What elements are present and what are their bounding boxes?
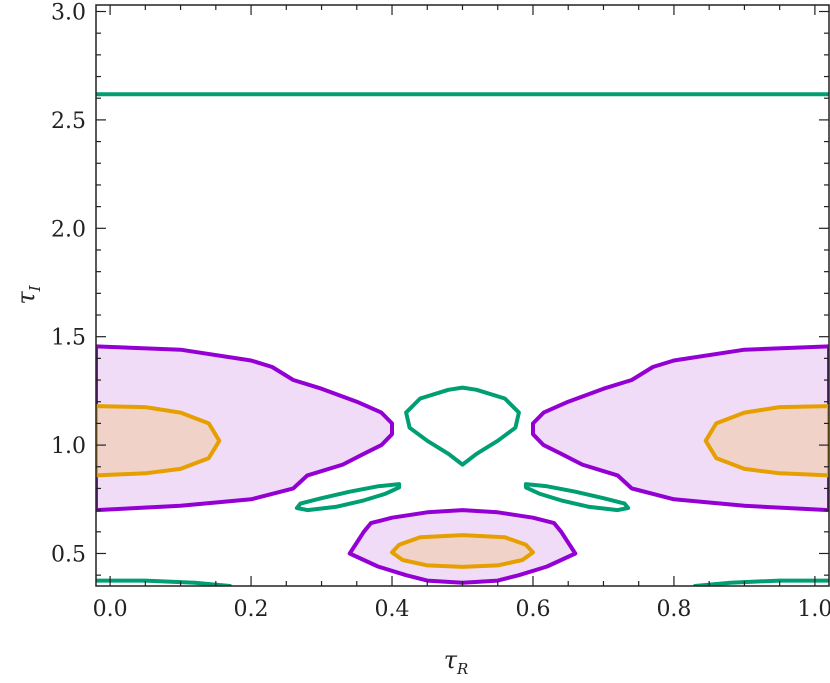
x-axis-label: τR [444,646,469,678]
tick-layer: 0.0 0.2 0.4 0.6 0.8 1.0 0.5 1.0 1.5 2.0 2.5 3.0 [51,1,830,622]
contour-green-arc-left [96,578,232,586]
y-tick-label: 3.0 [51,1,86,26]
contour-green-teardrop [404,385,521,467]
contour-green-lens-left [294,482,402,513]
contour-orange-bottom [390,533,535,569]
x-tick-label: 0.6 [515,597,550,622]
x-tick-label: 0.0 [93,597,128,622]
x-tick-label: 0.8 [656,597,691,622]
x-tick-label: 1.0 [797,597,830,622]
y-axis-label: τI [12,284,44,304]
y-tick-label: 1.5 [51,326,86,351]
y-tick-label: 0.5 [51,542,86,567]
contour-green-arc-right [693,578,829,586]
y-tick-label: 2.5 [51,109,86,134]
contour-orange-right [703,404,829,478]
y-tick-label: 1.0 [51,434,86,459]
contour-orange-left [96,404,222,478]
x-tick-label: 0.2 [234,597,269,622]
contour-green-lens-right [523,482,631,513]
contour-layer [96,92,829,586]
y-tick-label: 2.0 [51,217,86,242]
x-tick-label: 0.4 [375,597,410,622]
